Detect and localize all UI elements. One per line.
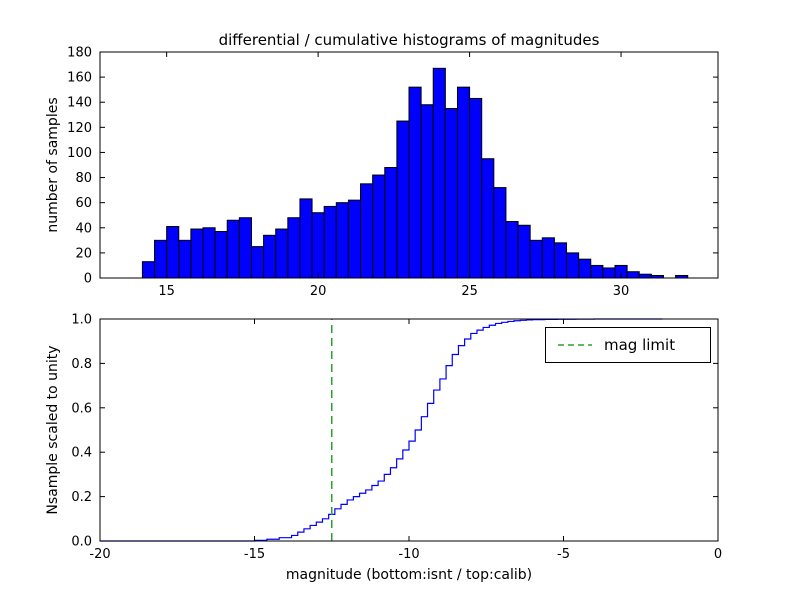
- bottom-ylabel: Nsample scaled to unity: [45, 345, 61, 515]
- histogram-bar: [553, 242, 568, 279]
- x-tick-label: -5: [557, 547, 570, 562]
- histogram-bar: [517, 224, 531, 279]
- figure-title: differential / cumulative histograms of …: [218, 31, 600, 49]
- histogram-bar: [166, 226, 180, 279]
- histogram-bar: [493, 187, 507, 279]
- y-tick-label: 120: [67, 121, 92, 136]
- histogram-bar: [408, 86, 422, 279]
- histogram-bar: [541, 237, 555, 279]
- histogram-bar: [529, 239, 543, 279]
- histogram-bar: [384, 167, 398, 279]
- histogram-bar: [226, 219, 240, 279]
- histogram-bar: [214, 231, 228, 279]
- histogram-bar: [335, 202, 349, 279]
- x-tick-label: 20: [310, 284, 327, 299]
- histogram-bar: [360, 183, 374, 279]
- histogram-bar: [420, 104, 434, 279]
- histogram-bar: [566, 252, 580, 279]
- histogram-bar: [456, 86, 471, 279]
- histogram-bar: [250, 246, 265, 279]
- histogram-bar: [190, 228, 204, 279]
- y-tick-label: 100: [67, 146, 92, 161]
- histogram-bar: [469, 97, 483, 279]
- x-tick-label: -20: [89, 547, 110, 562]
- histogram-bar: [323, 205, 337, 279]
- y-tick-label: 0.8: [71, 357, 92, 372]
- histogram-bar: [275, 228, 289, 279]
- y-tick-label: 0: [84, 272, 92, 287]
- histogram-bar: [602, 267, 616, 279]
- histogram-bar: [638, 273, 652, 279]
- y-tick-label: 0.2: [71, 490, 92, 505]
- legend-label: mag limit: [604, 336, 676, 354]
- y-tick-label: 160: [67, 71, 92, 86]
- top-ylabel: number of samples: [45, 97, 61, 233]
- histogram-bar: [590, 264, 604, 279]
- y-tick-label: 0.4: [71, 446, 92, 461]
- mag-limit-legend-sample: [558, 344, 592, 346]
- y-tick-label: 60: [75, 196, 92, 211]
- histogram-bar: [396, 120, 410, 279]
- x-tick-label: -15: [244, 547, 265, 562]
- y-tick-label: 1.0: [71, 313, 92, 328]
- x-tick-label: 30: [613, 284, 630, 299]
- histogram-bar: [432, 67, 446, 279]
- legend-box: mag limit: [545, 327, 711, 363]
- y-tick-label: 140: [67, 96, 92, 111]
- y-tick-label: 0.0: [71, 535, 92, 550]
- y-tick-label: 80: [75, 171, 92, 186]
- histogram-bar: [626, 271, 640, 279]
- histogram-bar: [372, 174, 386, 279]
- histogram-bar: [178, 239, 192, 279]
- histogram-bar: [505, 221, 519, 279]
- x-tick-label: -10: [398, 547, 419, 562]
- y-tick-label: 40: [75, 221, 92, 236]
- histogram-bar: [481, 158, 495, 279]
- histogram-bar: [347, 199, 362, 279]
- cumulative-step-line: [100, 318, 663, 542]
- histogram-bar: [311, 212, 325, 279]
- histogram-bar: [299, 198, 313, 279]
- axes-frame: [99, 51, 719, 279]
- bottom-xlabel: magnitude (bottom:isnt / top:calib): [285, 567, 533, 583]
- x-tick-label: 15: [158, 284, 175, 299]
- histogram-bar: [154, 239, 168, 279]
- x-tick-label: 25: [461, 284, 478, 299]
- histogram-bar: [238, 217, 252, 279]
- histogram-bar: [263, 234, 277, 279]
- histogram-bar: [444, 108, 458, 279]
- y-tick-label: 20: [75, 246, 92, 261]
- histogram-bar: [578, 258, 592, 279]
- y-tick-label: 180: [67, 46, 92, 61]
- histogram-bar: [287, 217, 301, 279]
- histogram-bar: [202, 227, 216, 279]
- y-tick-label: 0.6: [71, 401, 92, 416]
- x-tick-label: 0: [714, 547, 722, 562]
- histogram-bar: [141, 261, 156, 279]
